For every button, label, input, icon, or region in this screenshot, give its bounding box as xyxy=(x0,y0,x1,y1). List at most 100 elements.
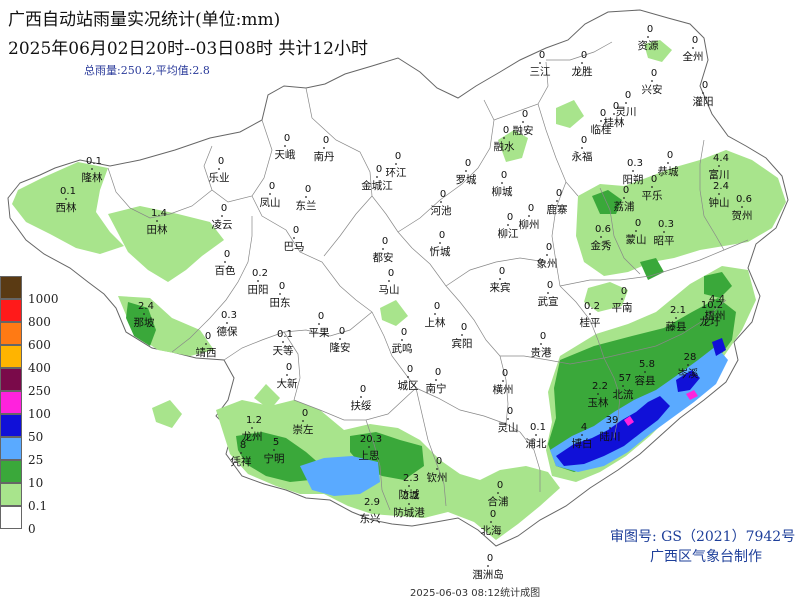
legend-swatch xyxy=(0,391,22,414)
station-rainfall-value: 0 xyxy=(382,236,388,247)
station-name: 富川 xyxy=(709,168,730,181)
station-rainfall-value: 0.3 xyxy=(221,310,237,321)
station-name: 三江 xyxy=(530,66,551,78)
station-天等: 0.1 天等 xyxy=(273,329,294,357)
station-rainfall-value: 0 xyxy=(651,174,657,185)
station-dot xyxy=(440,201,442,203)
station-rainfall-value: 0 xyxy=(621,286,627,297)
station-dot xyxy=(522,121,524,123)
station-rainfall-value: 0 xyxy=(528,203,534,214)
station-dot xyxy=(218,168,220,170)
station-name: 金城江 xyxy=(361,179,393,192)
station-rainfall-value: 39 xyxy=(606,415,619,426)
station-dot xyxy=(226,322,228,324)
station-rainfall-value: 0 xyxy=(434,301,440,312)
station-name: 容县 xyxy=(635,374,656,387)
station-name: 北流 xyxy=(613,388,634,401)
station-rainfall-value: 0 xyxy=(635,218,641,229)
map-approval-number: 审图号: GS（2021）7942号 xyxy=(610,529,796,545)
station-dot xyxy=(269,193,271,195)
station-鹿寨: 0 鹿寨 xyxy=(547,188,568,216)
station-rainfall-value: 0 xyxy=(465,158,471,169)
station-rainfall-value: 0 xyxy=(360,384,366,395)
rain-band-100 xyxy=(624,390,698,426)
station-金城江: 0 金城江 xyxy=(361,164,393,192)
station-name: 龙圩 xyxy=(700,315,721,328)
station-name: 贺州 xyxy=(732,210,753,222)
station-dot xyxy=(581,62,583,64)
station-马山: 0 马山 xyxy=(379,268,400,296)
station-dot xyxy=(273,449,275,451)
station-name: 灵川 xyxy=(616,106,637,118)
station-临桂: 0 临桂 xyxy=(591,108,612,136)
station-dot xyxy=(692,47,694,49)
station-rainfall-value: 0 xyxy=(318,311,324,322)
legend-label: 400 xyxy=(28,361,51,375)
station-name: 柳江 xyxy=(498,227,519,240)
station-rainfall-value: 0 xyxy=(692,35,698,46)
station-rainfall-value: 0 xyxy=(305,184,311,195)
station-贵港: 0 贵港 xyxy=(531,331,552,359)
station-dot xyxy=(623,197,625,199)
station-dot xyxy=(609,427,611,429)
station-name: 河池 xyxy=(431,204,452,217)
station-rainfall-value: 0 xyxy=(667,150,673,161)
station-dot xyxy=(718,165,720,167)
station-dot xyxy=(600,120,602,122)
station-name: 防城港 xyxy=(393,506,425,519)
station-dot xyxy=(439,242,441,244)
station-凭祥: 8 凭祥 xyxy=(231,440,252,468)
station-灌阳: 0 灌阳 xyxy=(693,80,714,108)
station-rainfall-value: 0 xyxy=(581,50,587,61)
station-name: 北海 xyxy=(481,524,502,537)
station-凤山: 0 凤山 xyxy=(260,181,281,209)
station-name: 桂平 xyxy=(580,316,601,329)
station-忻城: 0 忻城 xyxy=(430,230,451,258)
station-陆川: 39 陆川 xyxy=(600,415,621,443)
station-金秀: 0.6 金秀 xyxy=(591,224,612,252)
station-dot xyxy=(284,145,286,147)
station-name: 恭城 xyxy=(658,165,679,178)
station-rainfall-value: 0.1 xyxy=(86,156,102,167)
station-dot xyxy=(718,193,720,195)
station-dot xyxy=(65,198,67,200)
station-rainfall-value: 0 xyxy=(218,156,224,167)
station-name: 浦北 xyxy=(526,437,547,450)
station-rainfall-value: 0 xyxy=(302,408,308,419)
station-rainfall-value: 0 xyxy=(461,322,467,333)
station-百色: 0 百色 xyxy=(215,249,236,277)
station-rainfall-value: 0 xyxy=(581,135,587,146)
station-田阳: 0.2 田阳 xyxy=(248,268,269,296)
station-dot xyxy=(581,147,583,149)
station-name: 钟山 xyxy=(709,196,730,209)
station-rainfall-value: 0 xyxy=(507,212,513,223)
station-德保: 0.3 德保 xyxy=(217,310,238,338)
station-dot xyxy=(240,452,242,454)
station-name: 永福 xyxy=(572,150,593,163)
station-name: 合浦 xyxy=(488,495,509,508)
station-name: 西林 xyxy=(56,201,77,214)
station-宾阳: 0 宾阳 xyxy=(452,322,473,350)
station-name: 临桂 xyxy=(591,123,612,136)
station-防城港: 2.2 防城港 xyxy=(393,491,425,519)
station-name: 钦州 xyxy=(427,472,448,484)
station-三江: 0 三江 xyxy=(530,50,551,78)
station-rainfall-value: 0 xyxy=(613,101,619,112)
station-隆安: 0 隆安 xyxy=(330,326,351,354)
station-rainfall-value: 2.4 xyxy=(138,301,154,312)
station-全州: 0 全州 xyxy=(683,35,704,63)
legend-label: 25 xyxy=(28,453,44,467)
station-钟山: 2.4 钟山 xyxy=(709,181,730,209)
station-西林: 0.1 西林 xyxy=(56,186,77,214)
station-田林: 1.4 田林 xyxy=(147,208,168,236)
station-name: 那坡 xyxy=(134,316,155,329)
station-dot xyxy=(644,371,646,373)
station-name: 灌阳 xyxy=(693,96,714,108)
station-阳朔: 0.3 阳朔 xyxy=(623,158,644,186)
station-富川: 4.4 富川 xyxy=(709,153,730,181)
station-dot xyxy=(224,261,226,263)
station-dot xyxy=(503,137,505,139)
station-dot xyxy=(395,163,397,165)
station-蒙山: 0 蒙山 xyxy=(626,218,647,246)
station-rainfall-value: 0.1 xyxy=(277,329,293,340)
